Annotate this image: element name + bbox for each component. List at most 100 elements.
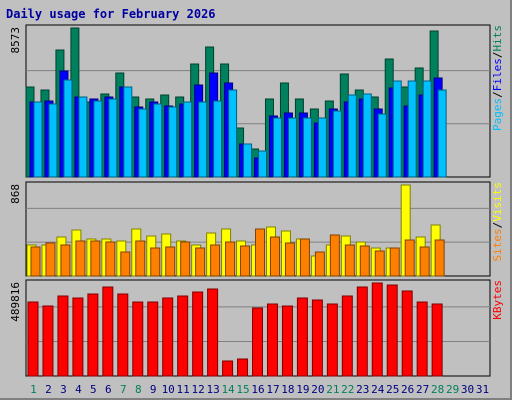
chart-title: Daily usage for February 2026 [6, 7, 216, 21]
bar-kbytes-day-18 [281, 305, 293, 377]
bar-kbytes-day-26 [401, 290, 413, 377]
day-label-13: 13 [206, 383, 219, 396]
bar-pages-day-4 [78, 96, 88, 178]
day-label-29: 29 [446, 383, 459, 396]
bar-sites-day-9 [150, 247, 161, 277]
day-label-25: 25 [386, 383, 399, 396]
bar-sites-day-21 [329, 234, 340, 277]
legend-hits: Hits [491, 25, 504, 52]
bar-pages-day-19 [302, 117, 312, 178]
bar-pages-day-22 [347, 94, 357, 178]
day-label-26: 26 [401, 383, 414, 396]
bar-kbytes-day-1 [27, 301, 39, 377]
day-label-7: 7 [120, 383, 127, 396]
day-label-5: 5 [90, 383, 97, 396]
bar-sites-day-27 [419, 246, 430, 277]
day-label-22: 22 [341, 383, 354, 396]
bar-pages-day-21 [332, 110, 342, 178]
bar-sites-day-10 [165, 246, 176, 277]
bar-pages-day-28 [437, 89, 447, 178]
bar-pages-day-8 [138, 108, 148, 178]
day-label-16: 16 [251, 383, 264, 396]
bar-kbytes-day-8 [132, 301, 144, 377]
bar-pages-day-23 [362, 93, 372, 178]
bar-sites-day-19 [299, 238, 310, 277]
legend-hits-files-pages: Pages/Files/Hits [491, 25, 504, 131]
bar-kbytes-day-22 [341, 295, 353, 377]
bar-sites-day-26 [404, 239, 415, 277]
bar-kbytes-day-12 [192, 291, 204, 377]
bar-kbytes-day-27 [416, 301, 428, 377]
day-label-12: 12 [192, 383, 205, 396]
day-label-17: 17 [266, 383, 279, 396]
legend-kbytes: KBytes [491, 280, 504, 320]
bar-kbytes-day-16 [252, 307, 264, 377]
bar-pages-day-15 [243, 143, 253, 178]
bar-kbytes-day-17 [266, 303, 278, 377]
bar-sites-day-24 [374, 250, 385, 277]
day-label-24: 24 [371, 383, 385, 396]
bar-sites-day-7 [120, 251, 131, 277]
bar-sites-day-18 [284, 242, 295, 277]
legend-kbytes: KBytes [491, 280, 504, 320]
legend-sites: Sites [491, 228, 504, 261]
day-label-30: 30 [461, 383, 474, 396]
bar-kbytes-day-3 [57, 295, 69, 377]
bar-sites-day-4 [75, 240, 86, 277]
bar-pages-day-12 [198, 101, 208, 178]
bar-pages-day-17 [272, 117, 282, 178]
bar-pages-day-5 [93, 100, 103, 178]
day-label-20: 20 [311, 383, 324, 396]
day-label-18: 18 [281, 383, 294, 396]
bar-sites-day-25 [389, 247, 400, 277]
day-label-19: 19 [296, 383, 309, 396]
day-label-15: 15 [236, 383, 249, 396]
day-label-2: 2 [45, 383, 52, 396]
bar-kbytes-day-2 [42, 305, 54, 377]
bar-pages-day-11 [183, 101, 193, 178]
bar-sites-day-28 [434, 239, 445, 277]
bar-sites-day-12 [195, 247, 206, 277]
y-max-label: 489816 [9, 282, 22, 322]
bar-kbytes-day-7 [117, 293, 129, 377]
bar-kbytes-day-20 [311, 299, 323, 377]
bar-pages-day-1 [33, 101, 43, 178]
legend-separator: / [491, 91, 504, 98]
bar-pages-day-24 [377, 113, 387, 178]
day-label-1: 1 [30, 383, 37, 396]
day-label-31: 31 [476, 383, 489, 396]
bar-pages-day-7 [123, 86, 133, 178]
legend-separator: / [491, 222, 504, 229]
legend-pages: Pages [491, 98, 504, 131]
day-label-14: 14 [221, 383, 235, 396]
legend-visits: Visits [491, 182, 504, 222]
bar-pages-day-9 [153, 103, 163, 178]
bar-kbytes-day-11 [177, 295, 189, 377]
legend-visits-sites: Sites/Visits [491, 182, 504, 262]
bar-pages-day-2 [48, 103, 58, 178]
bar-kbytes-day-23 [356, 286, 368, 377]
bar-pages-day-6 [108, 98, 118, 178]
y-max-label: 868 [9, 184, 22, 204]
day-label-9: 9 [150, 383, 157, 396]
bar-sites-day-1 [30, 246, 41, 277]
bar-pages-day-25 [392, 80, 402, 178]
bar-kbytes-day-15 [237, 358, 249, 377]
day-label-4: 4 [75, 383, 82, 396]
bar-sites-day-14 [225, 241, 236, 277]
bar-sites-day-20 [314, 251, 325, 277]
bar-sites-day-5 [90, 240, 101, 277]
day-label-23: 23 [356, 383, 369, 396]
bar-sites-day-22 [344, 244, 355, 277]
bar-sites-day-15 [240, 245, 251, 277]
bar-sites-day-8 [135, 240, 146, 277]
bar-sites-day-23 [359, 245, 370, 277]
bar-pages-day-14 [228, 89, 238, 178]
bar-kbytes-day-28 [431, 303, 443, 377]
bar-kbytes-day-19 [296, 297, 308, 377]
bar-sites-day-3 [60, 244, 71, 277]
bar-sites-day-17 [269, 236, 280, 277]
bar-sites-day-13 [210, 244, 221, 277]
legend-separator: / [491, 52, 504, 59]
